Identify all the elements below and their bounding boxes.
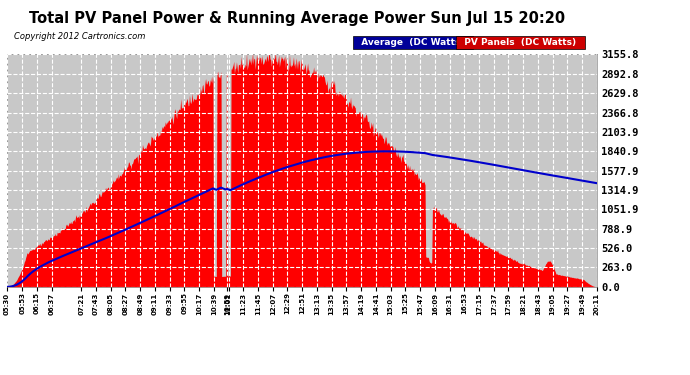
- Text: Copyright 2012 Cartronics.com: Copyright 2012 Cartronics.com: [14, 32, 145, 41]
- Text: PV Panels  (DC Watts): PV Panels (DC Watts): [458, 38, 582, 47]
- Text: Average  (DC Watts): Average (DC Watts): [355, 38, 471, 47]
- Text: Total PV Panel Power & Running Average Power Sun Jul 15 20:20: Total PV Panel Power & Running Average P…: [29, 11, 564, 26]
